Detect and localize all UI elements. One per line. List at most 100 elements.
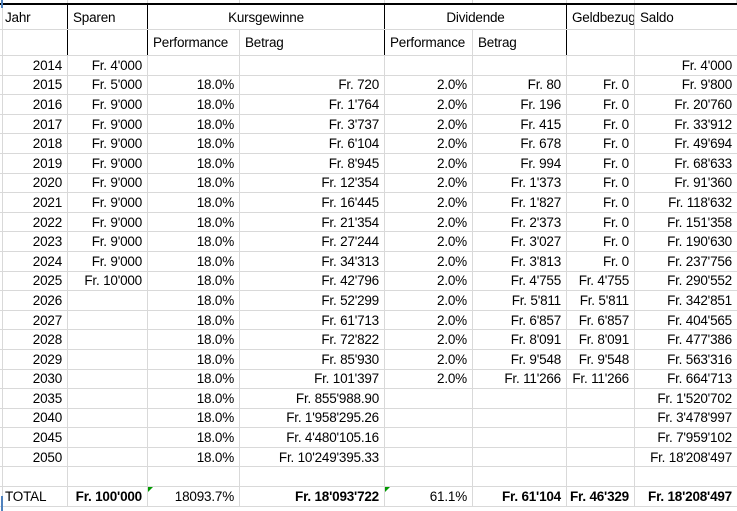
cell-div-betrag[interactable]: Fr. 994 [473, 153, 567, 173]
cell-div-betrag[interactable]: Fr. 3'813 [473, 251, 567, 271]
total-label-cell[interactable]: TOTAL [0, 487, 68, 507]
cell-sparen[interactable]: Fr. 9'000 [68, 173, 148, 193]
cell-div-betrag[interactable]: Fr. 8'091 [473, 330, 567, 349]
cell-sparen[interactable]: Fr. 9'000 [68, 134, 148, 153]
cell-kurs-betrag[interactable]: Fr. 72'822 [240, 330, 385, 349]
cell-jahr[interactable]: 2022 [0, 212, 68, 232]
cell-div-performance[interactable]: 2.0% [385, 134, 473, 153]
total-div-betrag-cell[interactable]: Fr. 61'104 [473, 487, 567, 507]
cell-sparen[interactable]: Fr. 4'000 [68, 56, 148, 75]
cell-saldo[interactable]: Fr. 68'633 [674, 155, 732, 171]
header-jahr[interactable]: Jahr [0, 5, 68, 29]
cell-kurs-performance[interactable]: 18.0% [148, 271, 240, 291]
cell-jahr[interactable]: 2016 [0, 95, 68, 114]
cell-div-betrag[interactable]: Fr. 1'373 [473, 173, 567, 193]
cell-saldo[interactable]: Fr. 477'386 [667, 332, 732, 348]
cell-saldo[interactable]: Fr. 1'520'702 [657, 390, 732, 406]
cell-div-performance[interactable] [385, 408, 473, 428]
cell-kurs-performance[interactable]: 18.0% [148, 369, 240, 389]
cell-div-performance[interactable]: 2.0% [385, 75, 473, 95]
cell-geldbezug[interactable]: Fr. 6'857 [567, 310, 635, 330]
cell-kurs-betrag[interactable]: Fr. 85'930 [240, 349, 385, 369]
header-geldbezug[interactable]: Geldbezug [567, 5, 635, 29]
cell-geldbezug[interactable] [567, 56, 635, 75]
cell-kurs-performance[interactable]: 18.0% [148, 232, 240, 251]
header-kurs-betrag[interactable]: Betrag [240, 30, 385, 55]
cell-geldbezug[interactable]: Fr. 8'091 [567, 330, 635, 349]
total-saldo-cell[interactable]: Fr. 18'208'497 [648, 489, 732, 505]
cell-geldbezug[interactable]: Fr. 0 [567, 193, 635, 212]
cell-saldo[interactable]: Fr. 91'360 [674, 175, 732, 191]
header-empty[interactable] [0, 30, 68, 55]
total-kurs-betrag-cell[interactable]: Fr. 18'093'722 [240, 487, 385, 507]
cell-geldbezug[interactable] [567, 389, 635, 408]
cell-saldo[interactable]: Fr. 563'316 [667, 351, 732, 367]
cell-saldo[interactable]: Fr. 151'358 [667, 214, 732, 230]
cell-div-performance[interactable]: 2.0% [385, 153, 473, 173]
cell-kurs-performance[interactable]: 18.0% [148, 212, 240, 232]
header-sparen[interactable]: Sparen [68, 5, 148, 29]
cell-saldo[interactable]: Fr. 7'959'102 [657, 430, 732, 446]
cell-kurs-betrag[interactable]: Fr. 1'958'295.26 [240, 408, 385, 428]
header-empty[interactable] [567, 30, 635, 55]
cell-kurs-performance[interactable]: 18.0% [148, 75, 240, 95]
cell-sparen[interactable]: Fr. 10'000 [68, 271, 148, 291]
cell-geldbezug[interactable]: Fr. 11'266 [567, 369, 635, 389]
header-empty[interactable] [68, 30, 148, 55]
cell-saldo[interactable]: Fr. 290'552 [667, 273, 732, 289]
cell[interactable] [68, 467, 148, 487]
header-empty[interactable] [635, 30, 737, 55]
cell-jahr[interactable]: 2045 [0, 428, 68, 447]
cell-kurs-betrag[interactable]: Fr. 52'299 [240, 291, 385, 310]
cell-kurs-betrag[interactable]: Fr. 61'713 [240, 310, 385, 330]
cell-sparen[interactable] [68, 349, 148, 369]
cell-sparen[interactable]: Fr. 5'000 [68, 75, 148, 95]
cell-sparen[interactable] [68, 310, 148, 330]
cell-geldbezug[interactable]: Fr. 0 [567, 153, 635, 173]
cell-saldo[interactable]: Fr. 18'208'497 [650, 449, 732, 465]
cell-saldo[interactable]: Fr. 404'565 [667, 312, 732, 328]
cell-jahr[interactable]: 2026 [0, 291, 68, 310]
cell-kurs-betrag[interactable]: Fr. 21'354 [240, 212, 385, 232]
cell[interactable] [385, 467, 473, 487]
cell-div-performance[interactable]: 2.0% [385, 369, 473, 389]
cell-jahr[interactable]: 2017 [0, 114, 68, 134]
total-geldbezug-cell[interactable]: Fr. 46'329 [567, 487, 635, 507]
total-sparen-cell[interactable]: Fr. 100'000 [68, 487, 148, 507]
cell-div-betrag[interactable]: Fr. 415 [473, 114, 567, 134]
cell-div-betrag[interactable]: Fr. 678 [473, 134, 567, 153]
header-div-betrag[interactable]: Betrag [473, 30, 567, 55]
cell-geldbezug[interactable] [567, 428, 635, 447]
cell-div-betrag[interactable] [473, 447, 567, 467]
cell-kurs-betrag[interactable]: Fr. 6'104 [240, 134, 385, 153]
cell-div-performance[interactable] [385, 428, 473, 447]
cell-geldbezug[interactable]: Fr. 0 [567, 232, 635, 251]
cell-saldo[interactable]: Fr. 118'632 [668, 194, 732, 210]
cell-div-betrag[interactable]: Fr. 1'827 [473, 193, 567, 212]
cell-sparen[interactable]: Fr. 9'000 [68, 95, 148, 114]
cell[interactable] [148, 467, 240, 487]
cell-saldo[interactable]: Fr. 237'756 [667, 253, 732, 269]
cell-kurs-betrag[interactable]: Fr. 10'249'395.33 [240, 447, 385, 467]
cell-sparen[interactable] [68, 447, 148, 467]
cell[interactable] [0, 467, 68, 487]
cell-kurs-betrag[interactable]: Fr. 8'945 [240, 153, 385, 173]
cell-sparen[interactable]: Fr. 9'000 [68, 251, 148, 271]
cell-div-performance[interactable]: 2.0% [385, 95, 473, 114]
cell-div-betrag[interactable]: Fr. 3'027 [473, 232, 567, 251]
header-kurs-performance[interactable]: Performance [148, 30, 240, 55]
cell-saldo[interactable]: Fr. 20'760 [674, 96, 732, 112]
cell-kurs-betrag[interactable]: Fr. 4'480'105.16 [240, 428, 385, 447]
cell-saldo[interactable]: Fr. 33'912 [674, 116, 732, 132]
cell-kurs-performance[interactable]: 18.0% [148, 310, 240, 330]
cell-div-betrag[interactable]: Fr. 5'811 [473, 291, 567, 310]
cell-sparen[interactable] [68, 408, 148, 428]
cell-div-performance[interactable]: 2.0% [385, 251, 473, 271]
cell-div-performance[interactable]: 2.0% [385, 271, 473, 291]
cell-kurs-betrag[interactable]: Fr. 3'737 [240, 114, 385, 134]
cell-kurs-betrag[interactable]: Fr. 101'397 [240, 369, 385, 389]
cell-kurs-performance[interactable]: 18.0% [148, 330, 240, 349]
cell-jahr[interactable]: 2024 [0, 251, 68, 271]
cell-kurs-betrag[interactable]: Fr. 27'244 [240, 232, 385, 251]
cell-div-betrag[interactable] [473, 408, 567, 428]
